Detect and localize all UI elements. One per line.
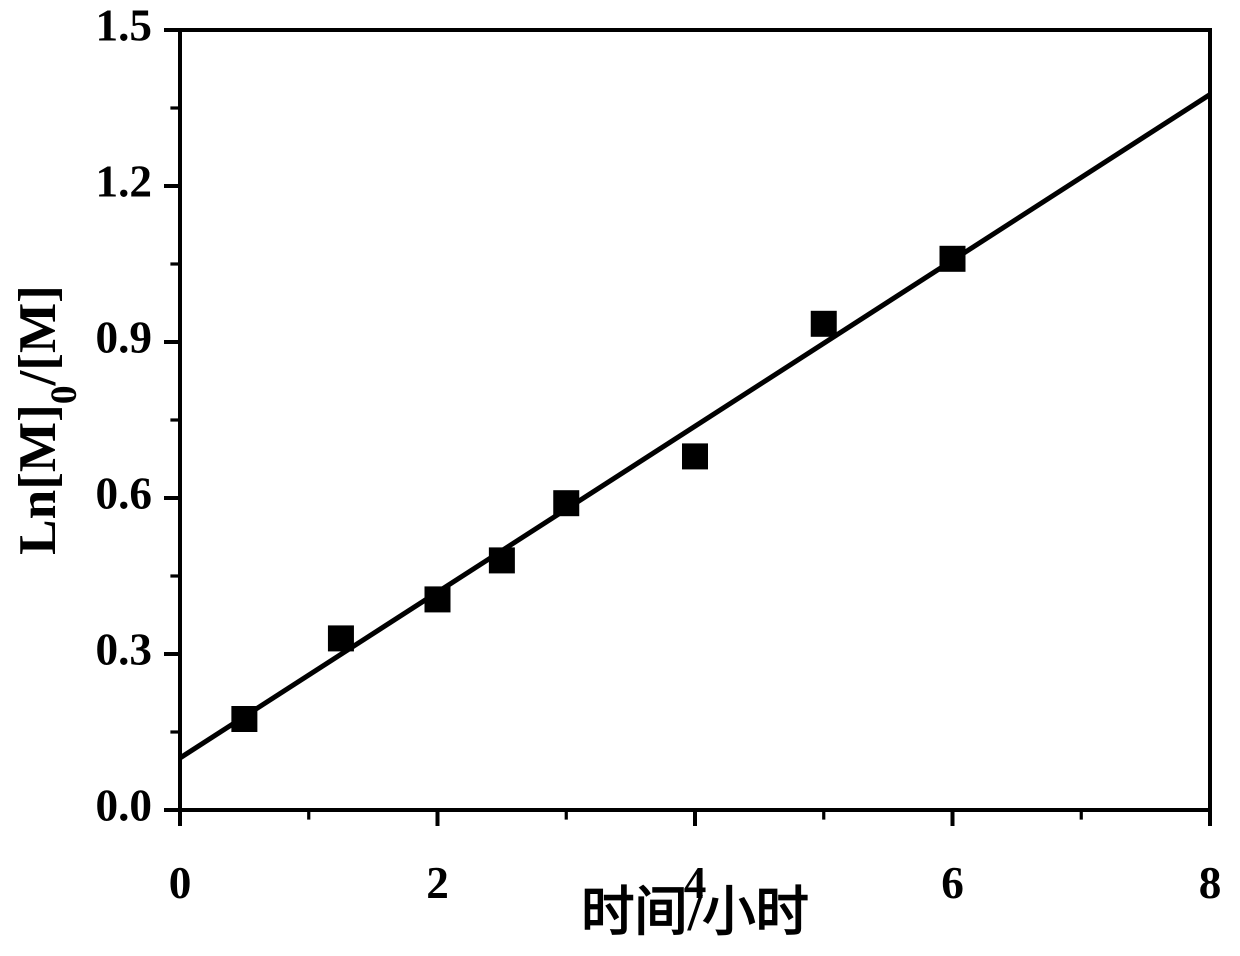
- y-tick-label: 1.2: [95, 156, 152, 206]
- x-tick-label: 8: [1199, 858, 1222, 908]
- data-point-marker: [231, 706, 257, 732]
- x-tick-label: 6: [941, 858, 964, 908]
- data-point-marker: [328, 625, 354, 651]
- data-point-marker: [425, 586, 451, 612]
- x-tick-label: 0: [169, 858, 192, 908]
- chart-svg: 024680.00.30.60.91.21.5时间/小时Ln[M]0/[M]: [0, 0, 1240, 956]
- y-tick-label: 1.5: [95, 0, 152, 50]
- chart-background: [0, 0, 1240, 956]
- y-tick-label: 0.3: [95, 624, 152, 674]
- data-point-marker: [553, 490, 579, 516]
- data-point-marker: [811, 311, 837, 337]
- data-point-marker: [940, 246, 966, 272]
- x-tick-label: 2: [426, 858, 449, 908]
- data-point-marker: [682, 443, 708, 469]
- y-tick-label: 0.0: [95, 780, 152, 830]
- x-axis-title: 时间/小时: [581, 883, 809, 942]
- y-tick-label: 0.9: [95, 312, 152, 362]
- kinetics-scatter-chart: 024680.00.30.60.91.21.5时间/小时Ln[M]0/[M]: [0, 0, 1240, 956]
- y-tick-label: 0.6: [95, 468, 152, 518]
- data-point-marker: [489, 547, 515, 573]
